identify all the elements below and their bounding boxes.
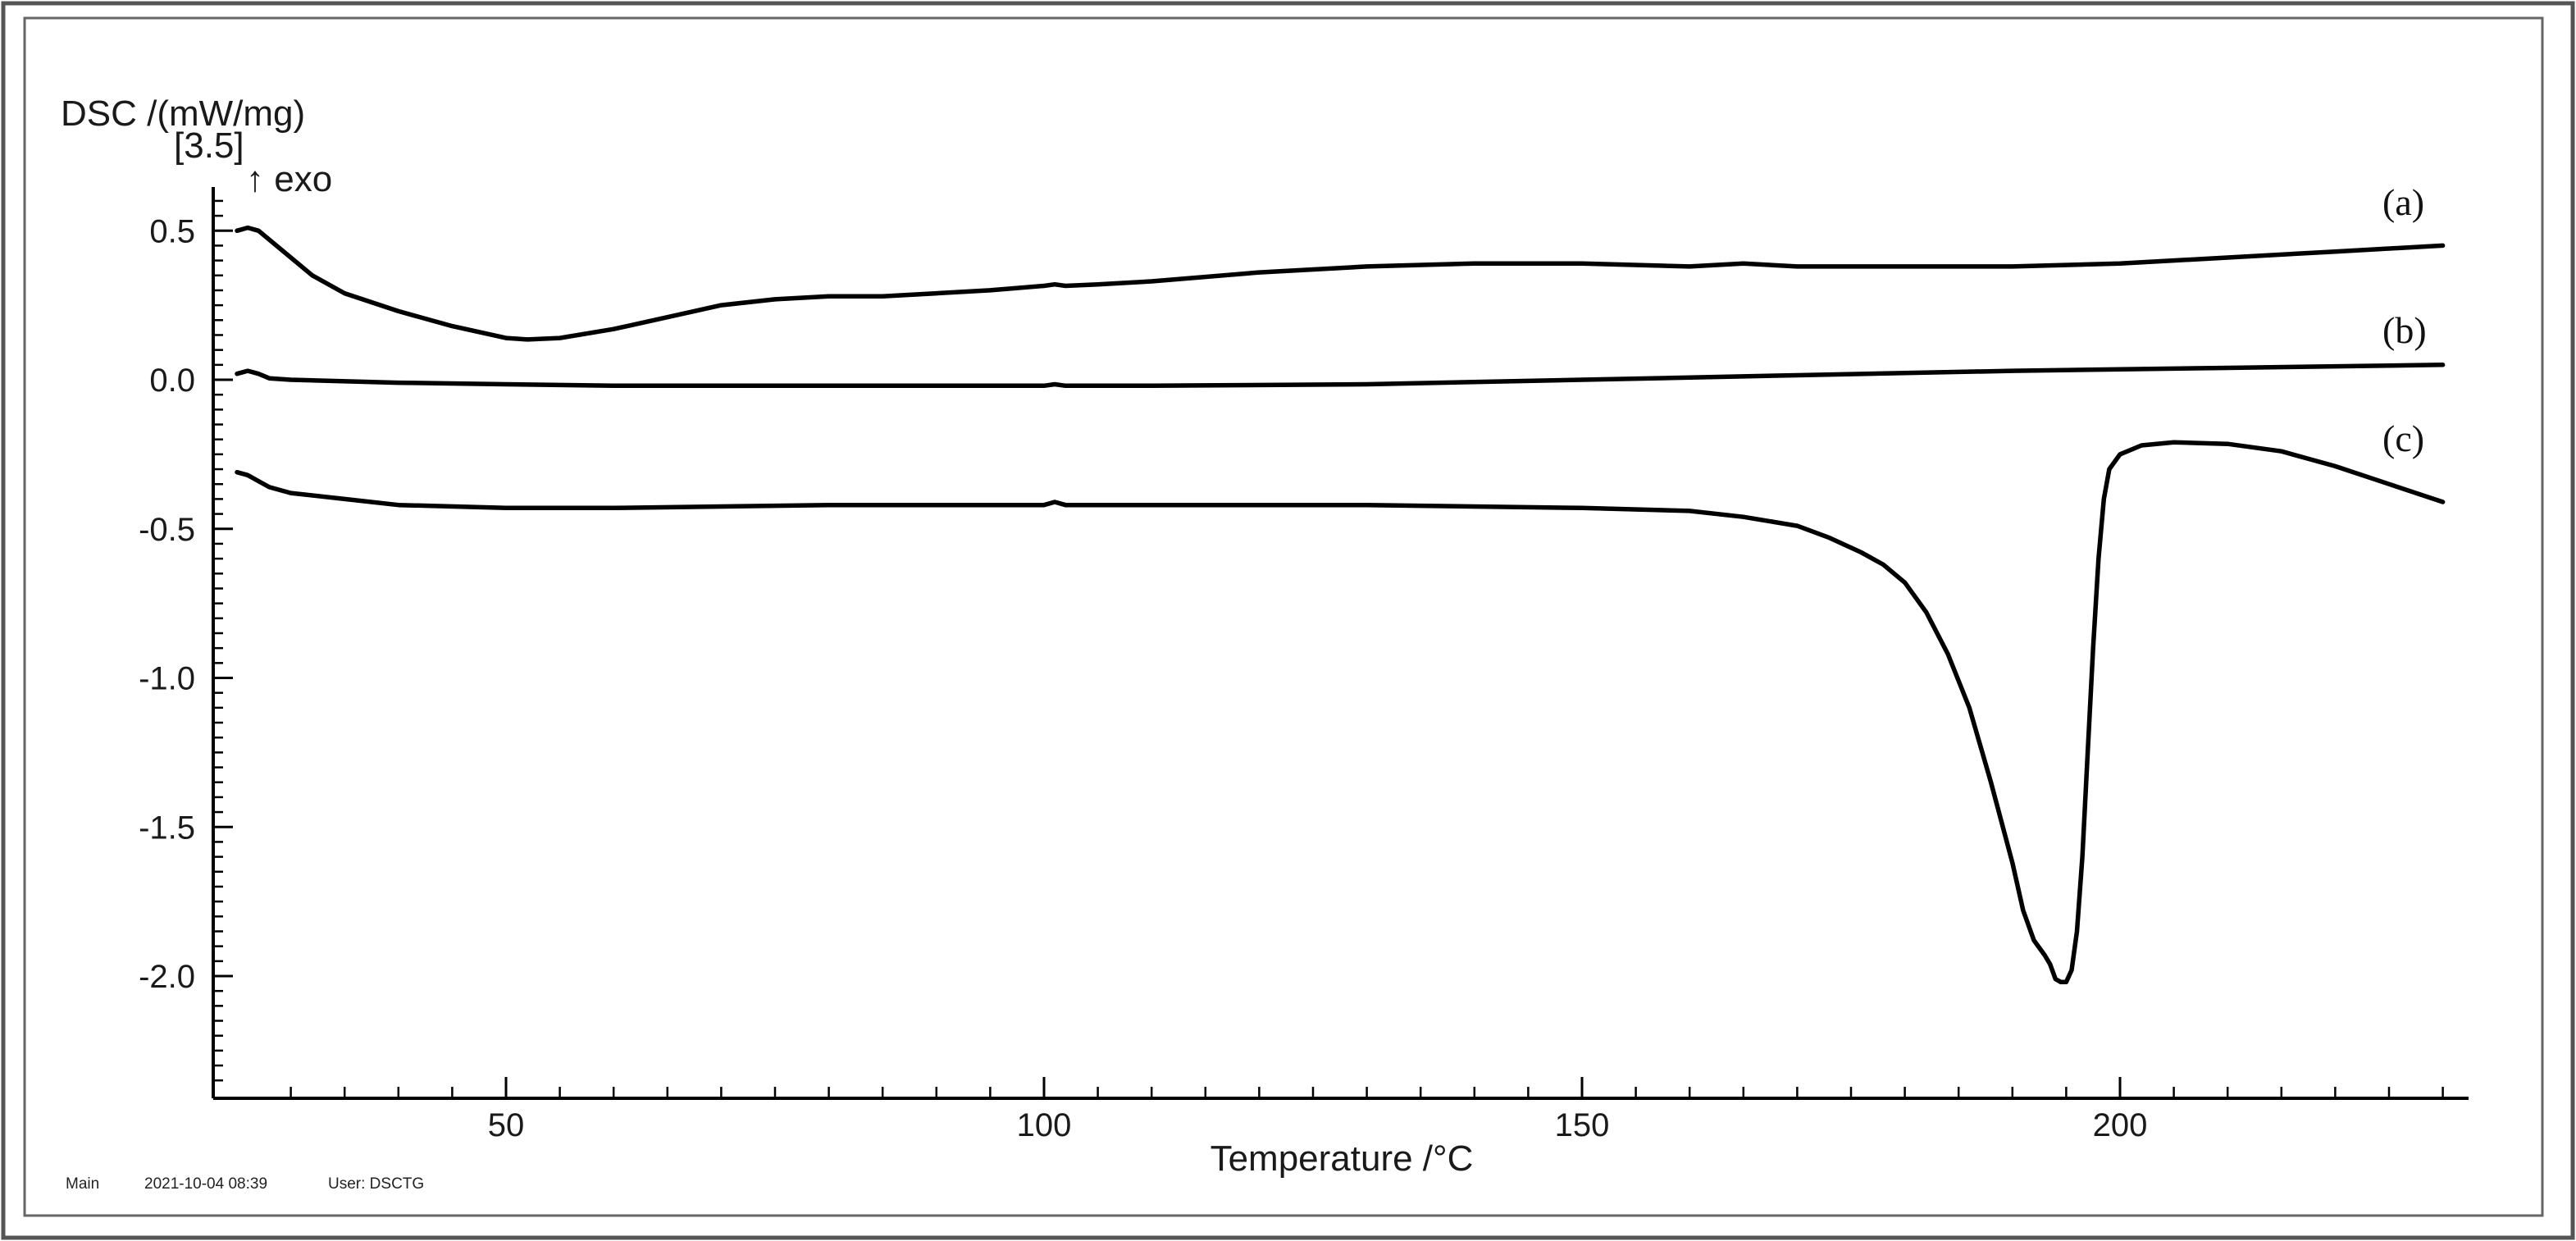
footer-user: User: DSCTG — [328, 1175, 424, 1193]
x-tick-label: 100 — [1017, 1107, 1072, 1143]
minor-ticks — [213, 199, 2444, 1098]
inner-frame — [23, 16, 2544, 1217]
y-tick-label: -0.5 — [139, 512, 195, 548]
y-tick-label: -1.0 — [139, 661, 195, 697]
series-lines — [235, 225, 2446, 985]
y-tick-label: 0.0 — [149, 363, 195, 399]
y-tick-labels: 0.5 0.0 -0.5 -1.0 -1.5 -2.0 — [139, 213, 195, 995]
series-label-b: (b) — [2382, 309, 2427, 351]
y-tick-label: -1.5 — [139, 810, 195, 846]
x-tick-label: 150 — [1555, 1107, 1610, 1143]
y-axis-subtitle: [3.5] — [174, 125, 244, 166]
footer-view: Main — [66, 1175, 99, 1193]
major-ticks — [213, 229, 2122, 1098]
x-axis-title: Temperature /°C — [1210, 1138, 1474, 1179]
exo-marker: ↑ exo — [246, 159, 332, 199]
series-label-c: (c) — [2382, 417, 2424, 459]
y-tick-label: 0.5 — [149, 213, 195, 249]
y-tick-label: -2.0 — [139, 959, 195, 995]
y-axis-title: DSC /(mW/mg) — [61, 94, 305, 134]
series-label-a: (a) — [2382, 181, 2424, 223]
series-line-c — [235, 440, 2446, 985]
x-tick-label: 200 — [2093, 1107, 2148, 1143]
series-line-a — [235, 225, 2446, 342]
footer-timestamp: 2021-10-04 08:39 — [144, 1175, 267, 1193]
series-line-b — [235, 363, 2446, 389]
x-tick-labels: 50 100 150 200 — [488, 1107, 2148, 1143]
x-tick-label: 50 — [488, 1107, 525, 1143]
